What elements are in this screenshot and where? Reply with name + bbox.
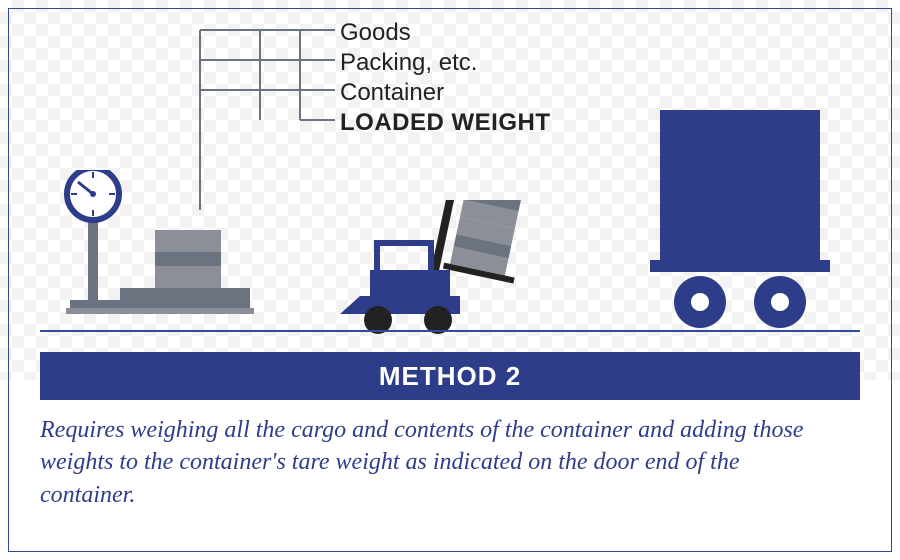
method-banner-text: METHOD 2 [379, 361, 521, 391]
callout-goods: Goods [340, 18, 551, 48]
method-description: Requires weighing all the cargo and cont… [40, 414, 840, 511]
infographic-canvas: Goods Packing, etc. Container LOADED WEI… [0, 0, 900, 560]
callout-container: Container [340, 78, 551, 108]
weighing-scale-icon [60, 170, 260, 330]
ground-line [40, 330, 860, 332]
callout-loaded-weight: LOADED WEIGHT [340, 108, 551, 138]
callout-packing: Packing, etc. [340, 48, 551, 78]
callout-labels: Goods Packing, etc. Container LOADED WEI… [340, 18, 551, 138]
method-banner: METHOD 2 [40, 352, 860, 400]
trailer-icon [650, 110, 830, 330]
forklift-icon [330, 200, 560, 330]
